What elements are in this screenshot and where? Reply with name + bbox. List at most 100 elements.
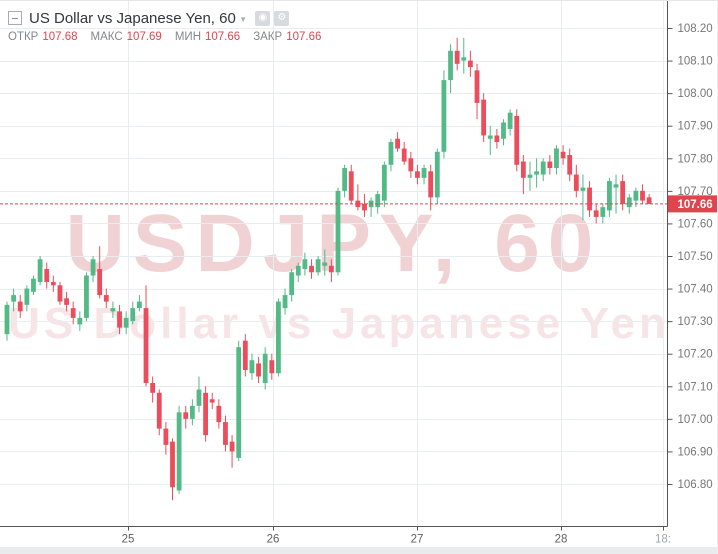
candle-body <box>607 181 612 211</box>
candle-body <box>242 340 248 370</box>
candle-body <box>143 308 149 384</box>
time-axis-label: 26 <box>267 534 280 546</box>
candle-body <box>421 168 427 178</box>
symbol-title[interactable]: US Dollar vs Japanese Yen, 60 <box>29 9 236 27</box>
candle-body <box>342 168 348 191</box>
price-axis-label: 107.10 <box>678 381 713 393</box>
candle-body <box>328 265 334 273</box>
candle-body <box>137 301 142 309</box>
candle-body <box>262 353 268 384</box>
candle-body <box>487 135 493 139</box>
high-value: 107.69 <box>126 31 162 43</box>
candle-body <box>130 308 136 322</box>
candle-body <box>646 197 652 204</box>
candle-body <box>123 317 129 328</box>
eye-icon[interactable]: ◉ <box>255 10 271 26</box>
price-axis-label: 108.00 <box>678 88 713 100</box>
candle-body <box>441 80 447 152</box>
close-label: ЗАКР <box>253 31 283 43</box>
candle-body <box>203 392 208 436</box>
candle-body <box>554 148 559 169</box>
candle-body <box>183 412 189 419</box>
candle-body <box>84 275 89 318</box>
time-axis-label: 27 <box>411 534 424 546</box>
candle-body <box>196 389 202 406</box>
candle-body <box>620 181 626 204</box>
candle-body <box>388 141 394 165</box>
candle-body <box>573 174 579 191</box>
candle-body <box>70 308 76 318</box>
candle-body <box>189 405 195 419</box>
candle-body <box>520 161 526 178</box>
candle-body <box>11 295 17 302</box>
low-label: МИН <box>174 31 201 43</box>
candle-body <box>117 311 122 328</box>
collapse-legend-icon[interactable] <box>8 11 22 25</box>
candle-body <box>289 272 295 296</box>
candle-body <box>428 171 434 198</box>
candle-body <box>269 360 275 374</box>
candle-body <box>415 171 420 178</box>
candle-body <box>507 112 513 129</box>
candle-body <box>223 422 228 445</box>
price-axis-label: 107.30 <box>678 316 713 328</box>
candle-body <box>468 60 473 68</box>
candle-body <box>527 174 533 178</box>
candle-body <box>163 428 169 445</box>
price-axis-label: 107.80 <box>678 153 713 165</box>
candle-body <box>77 317 83 325</box>
candle-body <box>362 203 367 211</box>
candle-body <box>434 151 440 198</box>
candle-body <box>236 347 242 458</box>
price-axis-label: 107.90 <box>678 121 713 133</box>
candle-body <box>600 207 606 217</box>
chevron-down-icon[interactable]: ▾ <box>240 13 246 24</box>
low-value: 107.66 <box>205 31 241 43</box>
last-price-badge <box>668 195 717 213</box>
candle-body <box>156 392 162 429</box>
candle-body <box>547 161 553 169</box>
price-axis-label: 106.80 <box>678 479 713 491</box>
candle-body <box>229 441 235 452</box>
time-axis-label: 18: <box>655 534 671 546</box>
candle-body <box>176 412 182 491</box>
price-axis-label: 106.90 <box>678 446 713 458</box>
legend-title-row: US Dollar vs Japanese Yen, 60 ▾ ◉ ⚙ <box>8 9 334 27</box>
price-axis-label: 108.20 <box>678 23 713 35</box>
candle-body <box>209 399 215 403</box>
open-value: 107.68 <box>42 31 78 43</box>
candle-body <box>633 190 639 201</box>
widget-bottom-edge <box>0 547 717 554</box>
high-label: МАКС <box>90 31 123 43</box>
candle-body <box>31 278 36 292</box>
time-axis-label: 28 <box>555 534 568 546</box>
candle-body <box>580 187 586 191</box>
price-axis-label: 107.00 <box>678 414 713 426</box>
price-axis-label: 107.20 <box>678 349 713 361</box>
legend-values-row: ОТКР 107.68 МАКС 107.69 МИН 107.66 ЗАКР … <box>8 31 334 43</box>
candle-body <box>494 135 500 142</box>
gear-icon[interactable]: ⚙ <box>274 10 290 26</box>
candle-body <box>4 304 10 335</box>
price-axis-label: 108.10 <box>678 56 713 68</box>
candle-body <box>593 210 599 217</box>
candle-body <box>97 269 103 296</box>
candle-body <box>249 360 255 374</box>
candle-body <box>401 148 407 162</box>
candle-body <box>640 190 645 201</box>
candle-body <box>110 308 116 312</box>
candle-body <box>282 295 288 309</box>
last-price-badge-text: 107.66 <box>678 199 713 211</box>
candle-body <box>295 265 301 276</box>
candle-body <box>501 122 506 139</box>
candle-body <box>50 282 56 286</box>
chart-legend: US Dollar vs Japanese Yen, 60 ▾ ◉ ⚙ ОТКР… <box>8 9 334 43</box>
candle-body <box>44 269 50 283</box>
candle-body <box>302 259 308 270</box>
close-value: 107.66 <box>286 31 322 43</box>
candle-body <box>170 441 175 488</box>
candle-body <box>534 171 539 175</box>
candle-body <box>103 295 109 302</box>
